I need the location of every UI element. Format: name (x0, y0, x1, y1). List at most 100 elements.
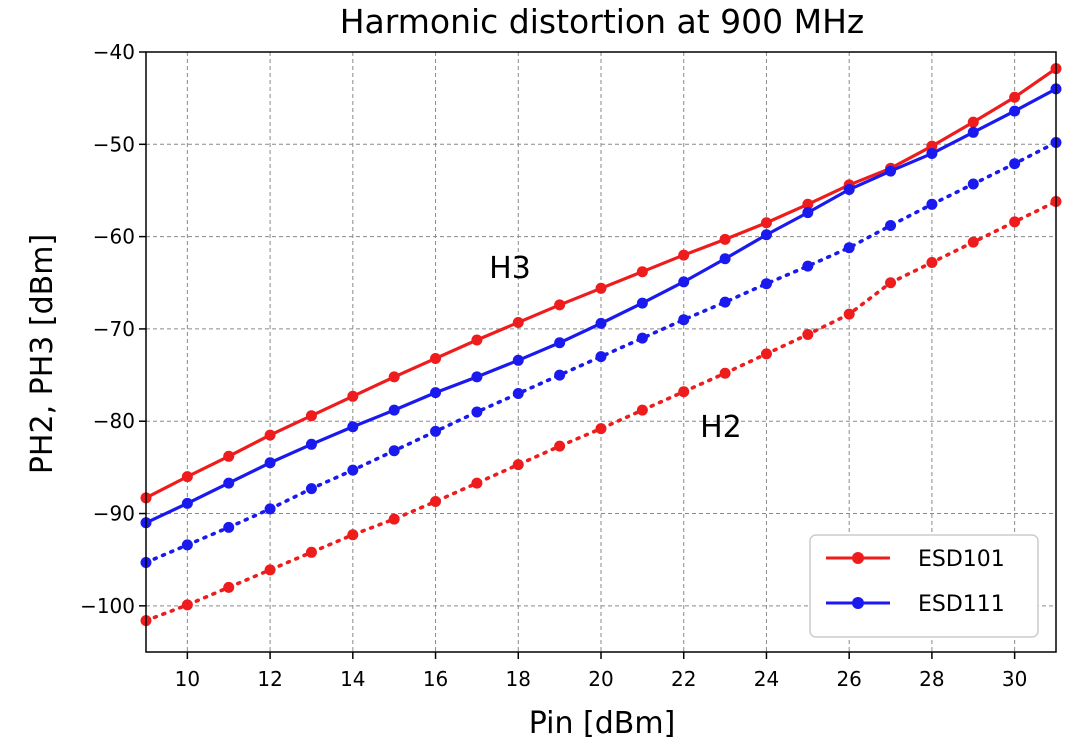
data-point-esd111-h2 (305, 483, 317, 495)
legend-esd101-label: ESD101 (918, 547, 1005, 572)
data-point-esd111-h3 (636, 297, 648, 309)
data-point-esd111-h3 (223, 477, 235, 489)
data-point-esd101-h2 (388, 513, 400, 525)
data-point-esd111-h2 (967, 178, 979, 190)
data-point-esd111-h2 (347, 464, 359, 476)
series-layer (140, 63, 1062, 627)
data-point-esd101-h2 (719, 367, 731, 379)
data-point-esd111-h2 (1009, 158, 1021, 170)
data-point-esd111-h3 (181, 497, 193, 509)
data-point-esd101-h3 (181, 471, 193, 483)
x-tick-label: 16 (423, 667, 448, 691)
legend-esd101-marker (852, 552, 864, 564)
data-point-esd111-h2 (802, 260, 814, 272)
annotation-h2: H2 (700, 410, 742, 445)
data-point-esd101-h3 (388, 371, 400, 383)
chart-title: Harmonic distortion at 900 MHz (340, 2, 865, 41)
x-tick-label: 12 (257, 667, 282, 691)
data-point-esd111-h2 (264, 503, 276, 515)
data-point-esd101-h3 (430, 352, 442, 364)
data-point-esd111-h3 (264, 457, 276, 469)
data-point-esd101-h3 (760, 217, 772, 229)
data-point-esd101-h2 (678, 386, 690, 398)
data-point-esd111-h3 (843, 184, 855, 196)
data-point-esd101-h2 (802, 328, 814, 340)
data-point-esd101-h3 (471, 334, 483, 346)
data-point-esd111-h3 (678, 276, 690, 288)
data-point-esd101-h3 (347, 390, 359, 402)
data-point-esd111-h2 (636, 332, 648, 344)
data-point-esd101-h3 (223, 450, 235, 462)
data-point-esd101-h2 (595, 423, 607, 435)
data-point-esd101-h3 (802, 198, 814, 210)
data-point-esd101-h3 (678, 249, 690, 261)
x-axis-label: Pin [dBm] (529, 706, 676, 741)
data-point-esd101-h2 (264, 564, 276, 576)
data-point-esd101-h2 (471, 477, 483, 489)
data-point-esd111-h3 (512, 354, 524, 366)
data-point-esd111-h3 (967, 126, 979, 138)
data-point-esd101-h2 (967, 236, 979, 248)
data-point-esd111-h3 (430, 387, 442, 399)
annotation-h3: H3 (489, 251, 531, 286)
data-point-esd101-h2 (305, 546, 317, 558)
y-tick-label: −40 (93, 40, 135, 64)
y-tick-label: −100 (80, 594, 135, 618)
data-point-esd111-h3 (471, 371, 483, 383)
data-point-esd101-h2 (636, 404, 648, 416)
data-point-esd111-h3 (388, 404, 400, 416)
data-point-esd101-h2 (1009, 216, 1021, 228)
x-tick-label: 14 (340, 667, 365, 691)
data-point-esd101-h3 (595, 282, 607, 294)
y-axis-label: PH2, PH3 [dBm] (25, 234, 60, 474)
data-point-esd111-h3 (802, 207, 814, 219)
data-point-esd101-h3 (719, 233, 731, 245)
data-point-esd101-h2 (512, 459, 524, 471)
data-point-esd111-h2 (223, 521, 235, 533)
data-point-esd111-h3 (554, 337, 566, 349)
y-tick-label: −80 (93, 409, 135, 433)
data-point-esd111-h2 (719, 296, 731, 308)
data-point-esd101-h2 (430, 496, 442, 508)
data-point-esd111-h3 (885, 165, 897, 177)
annotations: H3 H2 (489, 251, 742, 445)
y-tick-label: −60 (93, 225, 135, 249)
data-point-esd111-h2 (595, 351, 607, 363)
data-point-esd111-h2 (430, 425, 442, 437)
data-point-esd101-h2 (181, 599, 193, 611)
data-point-esd111-h2 (885, 220, 897, 232)
data-point-esd111-h3 (719, 253, 731, 265)
x-tick-label: 20 (588, 667, 613, 691)
data-point-esd111-h2 (926, 198, 938, 210)
x-tick-label: 26 (836, 667, 861, 691)
x-tick-label: 24 (754, 667, 779, 691)
data-point-esd101-h3 (967, 116, 979, 128)
data-point-esd111-h3 (1009, 105, 1021, 117)
legend-esd111-label: ESD111 (918, 592, 1005, 617)
data-point-esd101-h2 (760, 348, 772, 360)
data-point-esd101-h2 (843, 308, 855, 320)
data-point-esd111-h2 (760, 278, 772, 290)
data-point-esd101-h3 (512, 316, 524, 328)
data-point-esd101-h3 (1009, 91, 1021, 103)
plot-area (145, 51, 1057, 653)
data-point-esd101-h2 (554, 440, 566, 452)
data-point-esd101-h3 (264, 429, 276, 441)
data-point-esd101-h2 (926, 256, 938, 268)
data-point-esd101-h3 (636, 266, 648, 278)
x-tick-label: 28 (919, 667, 944, 691)
data-point-esd111-h3 (760, 229, 772, 241)
data-point-esd111-h2 (678, 314, 690, 326)
data-point-esd101-h3 (554, 299, 566, 311)
data-point-esd111-h3 (305, 438, 317, 450)
x-tick-label: 10 (175, 667, 200, 691)
data-point-esd111-h3 (595, 317, 607, 329)
data-point-esd101-h2 (223, 581, 235, 593)
y-tick-label: −90 (93, 502, 135, 526)
x-tick-label: 18 (506, 667, 531, 691)
y-tick-label: −70 (93, 317, 135, 341)
data-point-esd101-h2 (885, 277, 897, 289)
data-point-esd111-h3 (347, 421, 359, 433)
data-point-esd111-h2 (554, 369, 566, 381)
